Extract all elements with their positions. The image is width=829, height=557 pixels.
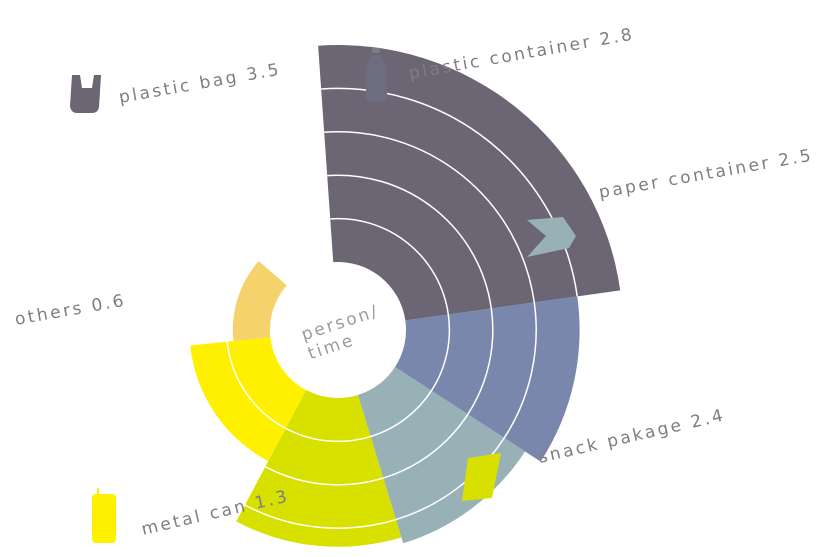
label-plastic-container: plastic container 2.8: [407, 25, 636, 84]
ring-line: [383, 413, 469, 479]
sector-plastic-container: [395, 296, 580, 462]
ring-line: [370, 390, 433, 438]
ring-line: [264, 466, 384, 486]
snack-package-icon: [462, 453, 501, 501]
ring-line: [327, 174, 493, 309]
metal-can-icon: [92, 488, 116, 543]
sector-metal-can: [190, 337, 307, 462]
ring-line: [226, 341, 287, 430]
ring-line: [430, 314, 451, 392]
label-snack-pakage: snack pakage 2.4: [537, 405, 728, 467]
ring-line: [285, 427, 371, 443]
sectors-layer: [190, 44, 621, 547]
label-paper-container: paper container 2.5: [597, 146, 814, 203]
ring-line: [467, 308, 494, 415]
plastic-bag-icon: [70, 75, 101, 113]
sector-snack-pakage: [236, 390, 402, 547]
plastic-bottle-icon: [366, 48, 387, 102]
label-plastic-bag: plastic bag 3.5: [117, 60, 282, 108]
paper-container-icon: [527, 217, 576, 257]
ring-line: [395, 437, 505, 521]
ring-line: [330, 217, 450, 315]
label-others: others 0.6: [13, 291, 127, 330]
ring-line: [244, 504, 397, 529]
sector-paper-container: [357, 367, 526, 544]
sector-others: [232, 260, 287, 341]
ring-line: [324, 131, 536, 303]
ring-line: [503, 302, 537, 439]
